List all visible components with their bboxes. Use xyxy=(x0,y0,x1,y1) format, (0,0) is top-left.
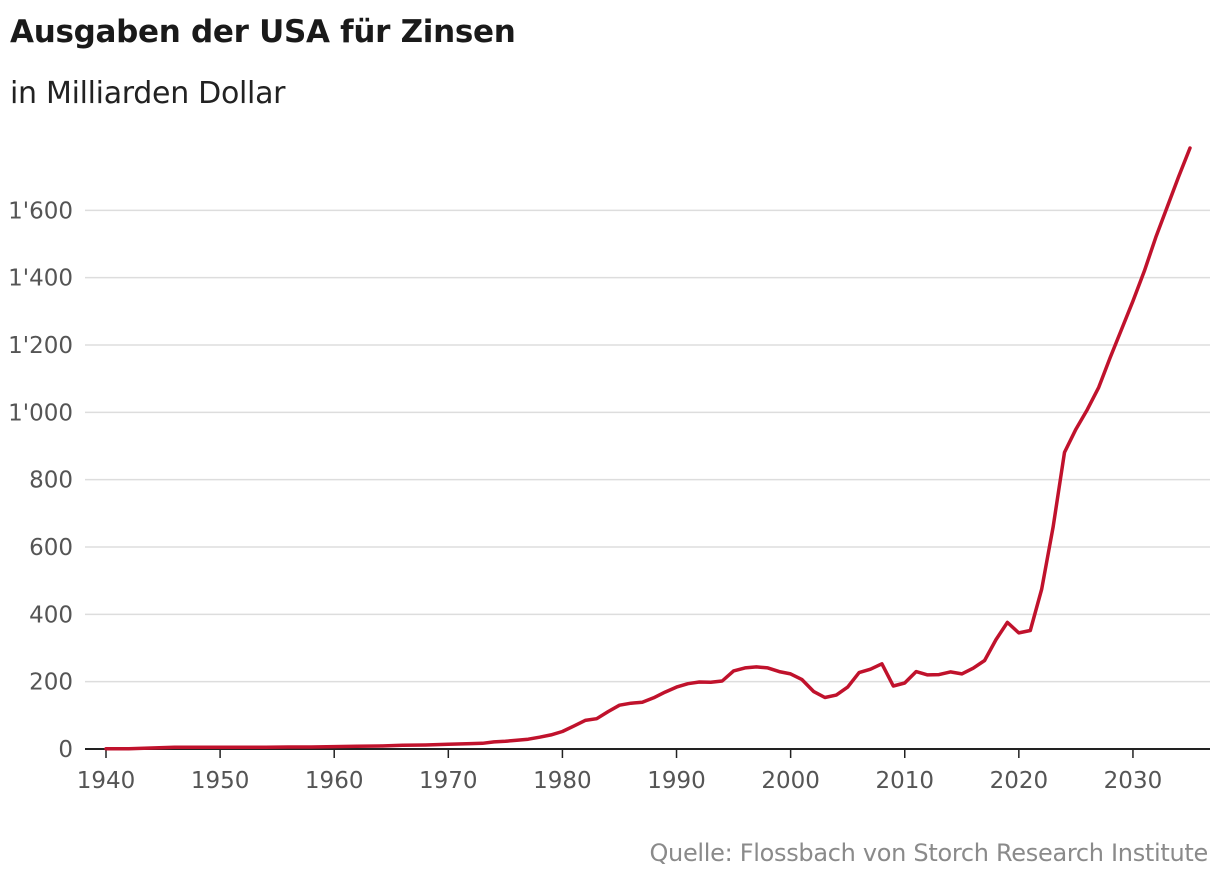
series-line-interest-expenses xyxy=(104,146,1192,751)
source-note: Quelle: Flossbach von Storch Research In… xyxy=(649,839,1208,867)
y-axis-labels: 0 200 400 600 800 1'000 1'200 1'400 1'600 xyxy=(8,198,73,763)
x-tick-label-2020: 2020 xyxy=(990,768,1049,794)
x-tick-label-2030: 2030 xyxy=(1104,768,1163,794)
y-tick-label-1400: 1'400 xyxy=(8,266,73,292)
y-tick-label-200: 200 xyxy=(29,670,73,696)
x-tick-label-2000: 2000 xyxy=(761,768,820,794)
x-tick-label-1990: 1990 xyxy=(647,768,706,794)
y-tick-label-600: 600 xyxy=(29,535,73,561)
x-tick-label-1960: 1960 xyxy=(305,768,364,794)
y-tick-label-800: 800 xyxy=(29,468,73,494)
y-tick-label-1600: 1'600 xyxy=(8,198,73,224)
chart-title: Ausgaben der USA für Zinsen xyxy=(10,14,516,50)
y-tick-label-1000: 1'000 xyxy=(8,400,73,426)
series-layer xyxy=(104,146,1192,751)
y-tick-label-400: 400 xyxy=(29,602,73,628)
x-tick-label-2010: 2010 xyxy=(875,768,934,794)
x-tick-label-1980: 1980 xyxy=(533,768,592,794)
y-tick-label-1200: 1'200 xyxy=(8,333,73,359)
x-tick-label-1970: 1970 xyxy=(419,768,478,794)
x-axis-labels: 1940 1950 1960 1970 1980 1990 2000 2010 2020 2030 xyxy=(77,768,1162,794)
grid-lines xyxy=(85,209,1210,683)
x-tick-label-1950: 1950 xyxy=(191,768,250,794)
y-tick-label-0: 0 xyxy=(58,737,73,763)
chart-subtitle: in Milliarden Dollar xyxy=(10,76,286,111)
x-tick-label-1940: 1940 xyxy=(77,768,136,794)
x-axis xyxy=(85,748,1210,758)
